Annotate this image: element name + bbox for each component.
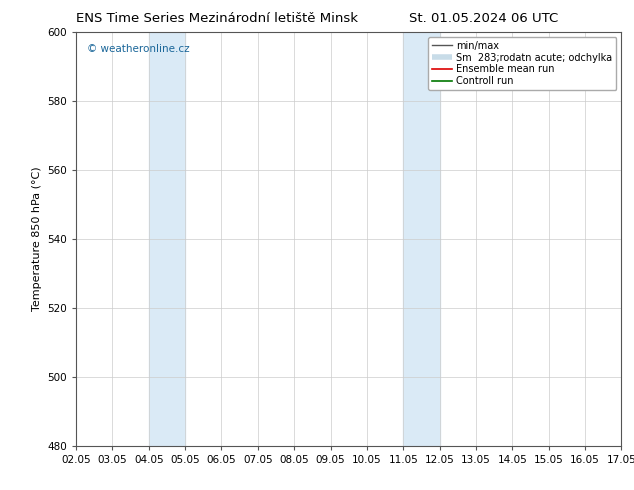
Legend: min/max, Sm  283;rodatn acute; odchylka, Ensemble mean run, Controll run: min/max, Sm 283;rodatn acute; odchylka, … bbox=[428, 37, 616, 90]
Bar bbox=[403, 32, 439, 446]
Text: ENS Time Series Mezinárodní letiště Minsk: ENS Time Series Mezinárodní letiště Mins… bbox=[76, 12, 358, 25]
Text: St. 01.05.2024 06 UTC: St. 01.05.2024 06 UTC bbox=[409, 12, 558, 25]
Y-axis label: Temperature 850 hPa (°C): Temperature 850 hPa (°C) bbox=[32, 167, 42, 311]
Text: © weatheronline.cz: © weatheronline.cz bbox=[87, 44, 190, 54]
Bar bbox=[149, 32, 185, 446]
